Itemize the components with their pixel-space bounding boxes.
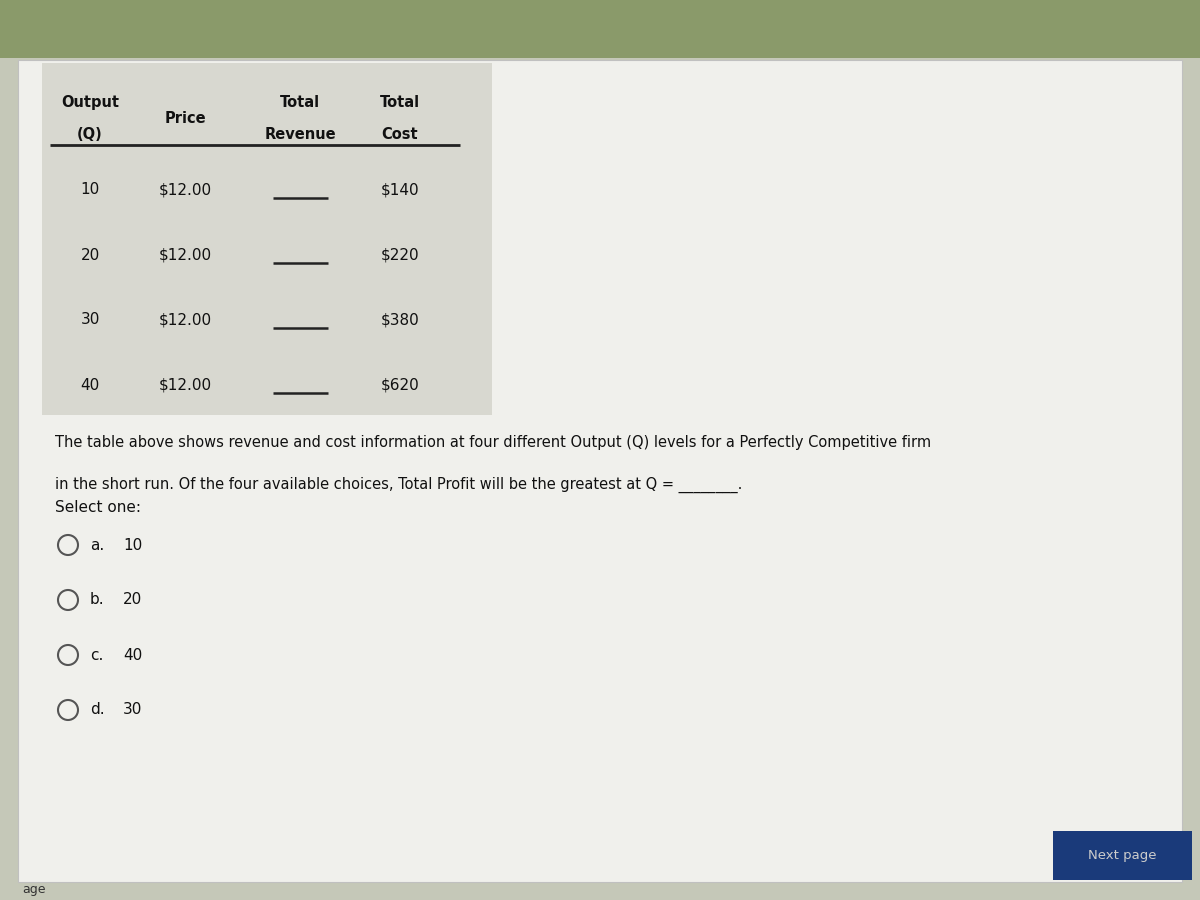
Text: a.: a. bbox=[90, 537, 104, 553]
Text: d.: d. bbox=[90, 703, 104, 717]
Text: Next page: Next page bbox=[1088, 849, 1157, 862]
Text: c.: c. bbox=[90, 647, 103, 662]
Text: 30: 30 bbox=[124, 703, 143, 717]
Text: Select one:: Select one: bbox=[55, 500, 142, 515]
Text: 20: 20 bbox=[80, 248, 100, 263]
Text: $620: $620 bbox=[380, 377, 419, 392]
Text: $12.00: $12.00 bbox=[158, 248, 211, 263]
Text: The table above shows revenue and cost information at four different Output (Q) : The table above shows revenue and cost i… bbox=[55, 435, 931, 450]
Text: Total: Total bbox=[280, 95, 320, 110]
Text: 40: 40 bbox=[124, 647, 143, 662]
Text: $12.00: $12.00 bbox=[158, 312, 211, 328]
Bar bbox=[42, 63, 492, 415]
Text: Cost: Cost bbox=[382, 127, 419, 142]
Text: (Q): (Q) bbox=[77, 127, 103, 142]
Text: Output: Output bbox=[61, 95, 119, 110]
Text: age: age bbox=[22, 884, 46, 896]
Text: Total: Total bbox=[380, 95, 420, 110]
Text: 40: 40 bbox=[80, 377, 100, 392]
Text: Revenue: Revenue bbox=[264, 127, 336, 142]
Text: 30: 30 bbox=[80, 312, 100, 328]
Text: 20: 20 bbox=[124, 592, 143, 608]
Text: $140: $140 bbox=[380, 183, 419, 197]
Text: $12.00: $12.00 bbox=[158, 377, 211, 392]
Text: in the short run. Of the four available choices, Total Profit will be the greate: in the short run. Of the four available … bbox=[55, 477, 743, 493]
Text: Price: Price bbox=[164, 111, 206, 126]
Bar bbox=[0, 0, 1200, 58]
Text: $380: $380 bbox=[380, 312, 419, 328]
Text: 10: 10 bbox=[124, 537, 143, 553]
Text: b.: b. bbox=[90, 592, 104, 608]
FancyBboxPatch shape bbox=[1054, 831, 1192, 880]
Text: 10: 10 bbox=[80, 183, 100, 197]
Text: $12.00: $12.00 bbox=[158, 183, 211, 197]
Text: $220: $220 bbox=[380, 248, 419, 263]
